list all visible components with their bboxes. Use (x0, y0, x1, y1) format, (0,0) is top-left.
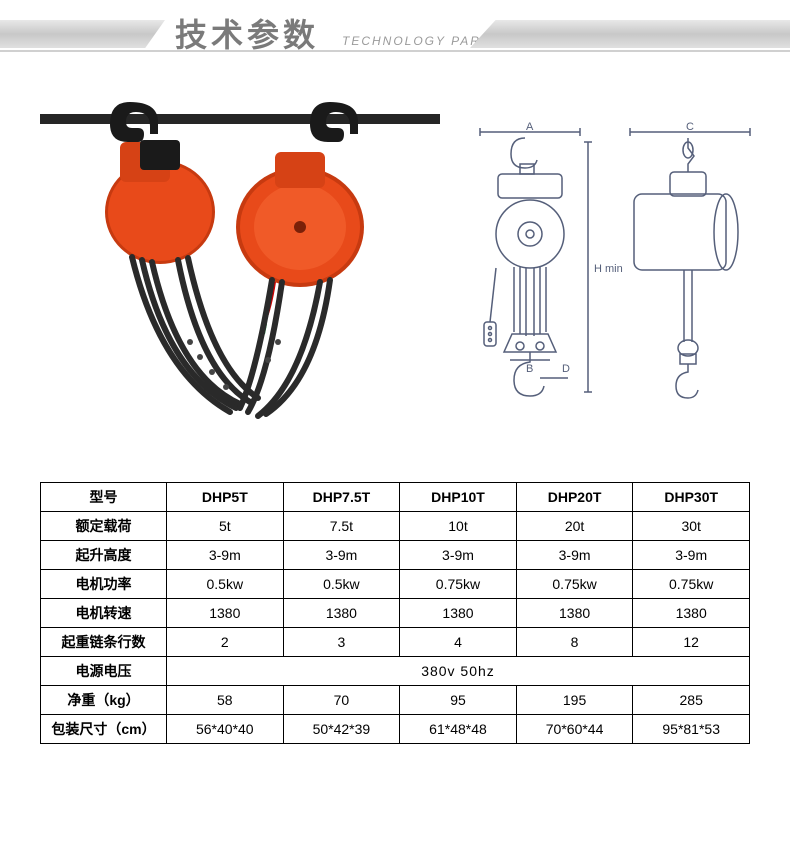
table-row: 净重（kg） 58 70 95 195 285 (41, 686, 750, 715)
cell: 58 (167, 686, 284, 715)
cell: 8 (516, 628, 633, 657)
table-row: 起重链条行数 2 3 4 8 12 (41, 628, 750, 657)
cell: 70*60*44 (516, 715, 633, 744)
header-underline (0, 50, 790, 52)
table-row: 起升高度 3-9m 3-9m 3-9m 3-9m 3-9m (41, 541, 750, 570)
cell: 0.75kw (633, 570, 750, 599)
cell: 3 (283, 628, 400, 657)
diagram-label-hmin: H min (594, 263, 623, 275)
cell: 50*42*39 (283, 715, 400, 744)
col-dhp5t: DHP5T (167, 483, 284, 512)
header-decor-left (0, 20, 165, 48)
cell: 4 (400, 628, 517, 657)
diagram-label-b: B (526, 363, 533, 375)
cell: 3-9m (516, 541, 633, 570)
cell: 195 (516, 686, 633, 715)
cell: 7.5t (283, 512, 400, 541)
cell: 1380 (167, 599, 284, 628)
table-header-row: 型号 DHP5T DHP7.5T DHP10T DHP20T DHP30T (41, 483, 750, 512)
header-decor-right (470, 20, 790, 48)
cell: 95*81*53 (633, 715, 750, 744)
cell: 0.75kw (516, 570, 633, 599)
cell: 3-9m (633, 541, 750, 570)
cell: 0.5kw (283, 570, 400, 599)
cell: 30t (633, 512, 750, 541)
cell: 1380 (400, 599, 517, 628)
cell: 5t (167, 512, 284, 541)
table-row: 额定载荷 5t 7.5t 10t 20t 30t (41, 512, 750, 541)
cell: 1380 (633, 599, 750, 628)
row-label: 起升高度 (41, 541, 167, 570)
figure-area: A C H min B D (0, 62, 790, 472)
row-label: 起重链条行数 (41, 628, 167, 657)
cell: 12 (633, 628, 750, 657)
cell: 0.75kw (400, 570, 517, 599)
cell: 1380 (283, 599, 400, 628)
col-model: 型号 (41, 483, 167, 512)
col-dhp75t: DHP7.5T (283, 483, 400, 512)
cell: 2 (167, 628, 284, 657)
diagram-label-d: D (562, 363, 570, 375)
table-row: 包装尺寸（cm） 56*40*40 50*42*39 61*48*48 70*6… (41, 715, 750, 744)
technical-diagram: A C H min B D (470, 122, 760, 442)
product-photo (40, 82, 440, 462)
row-label: 净重（kg） (41, 686, 167, 715)
col-dhp10t: DHP10T (400, 483, 517, 512)
cell: 70 (283, 686, 400, 715)
row-label: 包装尺寸（cm） (41, 715, 167, 744)
row-label: 额定载荷 (41, 512, 167, 541)
table-row: 电源电压 380v 50hz (41, 657, 750, 686)
spec-table: 型号 DHP5T DHP7.5T DHP10T DHP20T DHP30T 额定… (40, 482, 750, 744)
cell: 10t (400, 512, 517, 541)
spec-table-wrap: 型号 DHP5T DHP7.5T DHP10T DHP20T DHP30T 额定… (0, 472, 790, 744)
cell: 0.5kw (167, 570, 284, 599)
diagram-label-c: C (686, 122, 694, 133)
cell: 285 (633, 686, 750, 715)
diagram-label-a: A (526, 122, 534, 133)
row-label: 电机功率 (41, 570, 167, 599)
cell: 95 (400, 686, 517, 715)
table-row: 电机功率 0.5kw 0.5kw 0.75kw 0.75kw 0.75kw (41, 570, 750, 599)
cell: 1380 (516, 599, 633, 628)
cell: 3-9m (283, 541, 400, 570)
cell: 61*48*48 (400, 715, 517, 744)
cell: 3-9m (400, 541, 517, 570)
cell: 20t (516, 512, 633, 541)
section-header: 技术参数 TECHNOLOGY PARAMETER (0, 8, 790, 62)
row-label: 电源电压 (41, 657, 167, 686)
col-dhp20t: DHP20T (516, 483, 633, 512)
table-row: 电机转速 1380 1380 1380 1380 1380 (41, 599, 750, 628)
cell: 56*40*40 (167, 715, 284, 744)
col-dhp30t: DHP30T (633, 483, 750, 512)
cell: 3-9m (167, 541, 284, 570)
cell-merged: 380v 50hz (167, 657, 750, 686)
row-label: 电机转速 (41, 599, 167, 628)
